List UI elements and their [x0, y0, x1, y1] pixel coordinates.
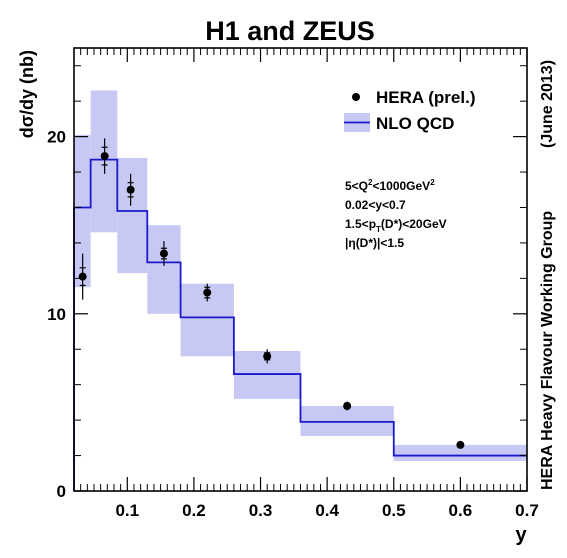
data-marker [456, 440, 465, 449]
legend-marker-data [352, 93, 360, 101]
data-point [126, 173, 135, 206]
data-point [263, 349, 272, 364]
data-point [203, 283, 212, 302]
x-tick-label: 0.2 [182, 501, 206, 520]
theory-band-bin [147, 225, 181, 314]
theory-band-bin [117, 157, 148, 274]
x-tick-label: 0.4 [315, 501, 339, 520]
x-tick-label: 0.1 [115, 501, 139, 520]
cut-q2: 5<Q2<1000GeV2 [345, 178, 435, 193]
data-marker [263, 352, 272, 361]
theory-band-bin [90, 90, 118, 233]
x-tick-label: 0.6 [449, 501, 473, 520]
y-tick-label: 20 [47, 128, 66, 147]
data-points-group [78, 138, 465, 449]
data-point [100, 138, 109, 174]
cut-eta: |η(D*)|<1.5 [345, 236, 404, 250]
theory-band-group [74, 90, 527, 461]
data-point [343, 401, 352, 411]
x-tick-label: 0.5 [382, 501, 406, 520]
legend: HERA (prel.) NLO QCD [344, 88, 476, 133]
axis-ticks: 0.1 0.2 0.3 0.4 0.5 0.6 0.7 0 10 20 [47, 48, 539, 520]
legend-label-theory: NLO QCD [376, 114, 454, 133]
side-date: (June 2013) [539, 60, 556, 148]
data-marker [203, 288, 212, 297]
theory-band-bin [74, 134, 91, 288]
data-marker [159, 249, 168, 258]
x-tick-label: 0.7 [515, 501, 539, 520]
data-marker [126, 185, 135, 194]
cut-pt: 1.5<pT(D*)<20GeV [345, 217, 447, 234]
y-axis-label: dσ/dy (nb) [17, 50, 37, 138]
data-marker [100, 152, 109, 161]
chart-title: H1 and ZEUS [205, 16, 375, 46]
data-marker [78, 272, 87, 281]
legend-label-data: HERA (prel.) [376, 88, 476, 107]
y-tick-label: 10 [47, 305, 66, 324]
x-tick-label: 0.3 [249, 501, 273, 520]
data-point [456, 440, 465, 449]
cut-y: 0.02<y<0.7 [345, 198, 406, 212]
theory-line [73, 158, 527, 491]
y-tick-label: 0 [57, 482, 66, 501]
theory-band-bin [393, 444, 527, 461]
data-point [159, 241, 168, 266]
data-marker [343, 401, 352, 410]
theory-line-group [73, 158, 527, 491]
cuts-box: 5<Q2<1000GeV2 0.02<y<0.7 1.5<pT(D*)<20Ge… [345, 178, 447, 250]
x-axis-label: y [515, 524, 527, 546]
side-label: HERA Heavy Flavour Working Group [539, 211, 556, 490]
